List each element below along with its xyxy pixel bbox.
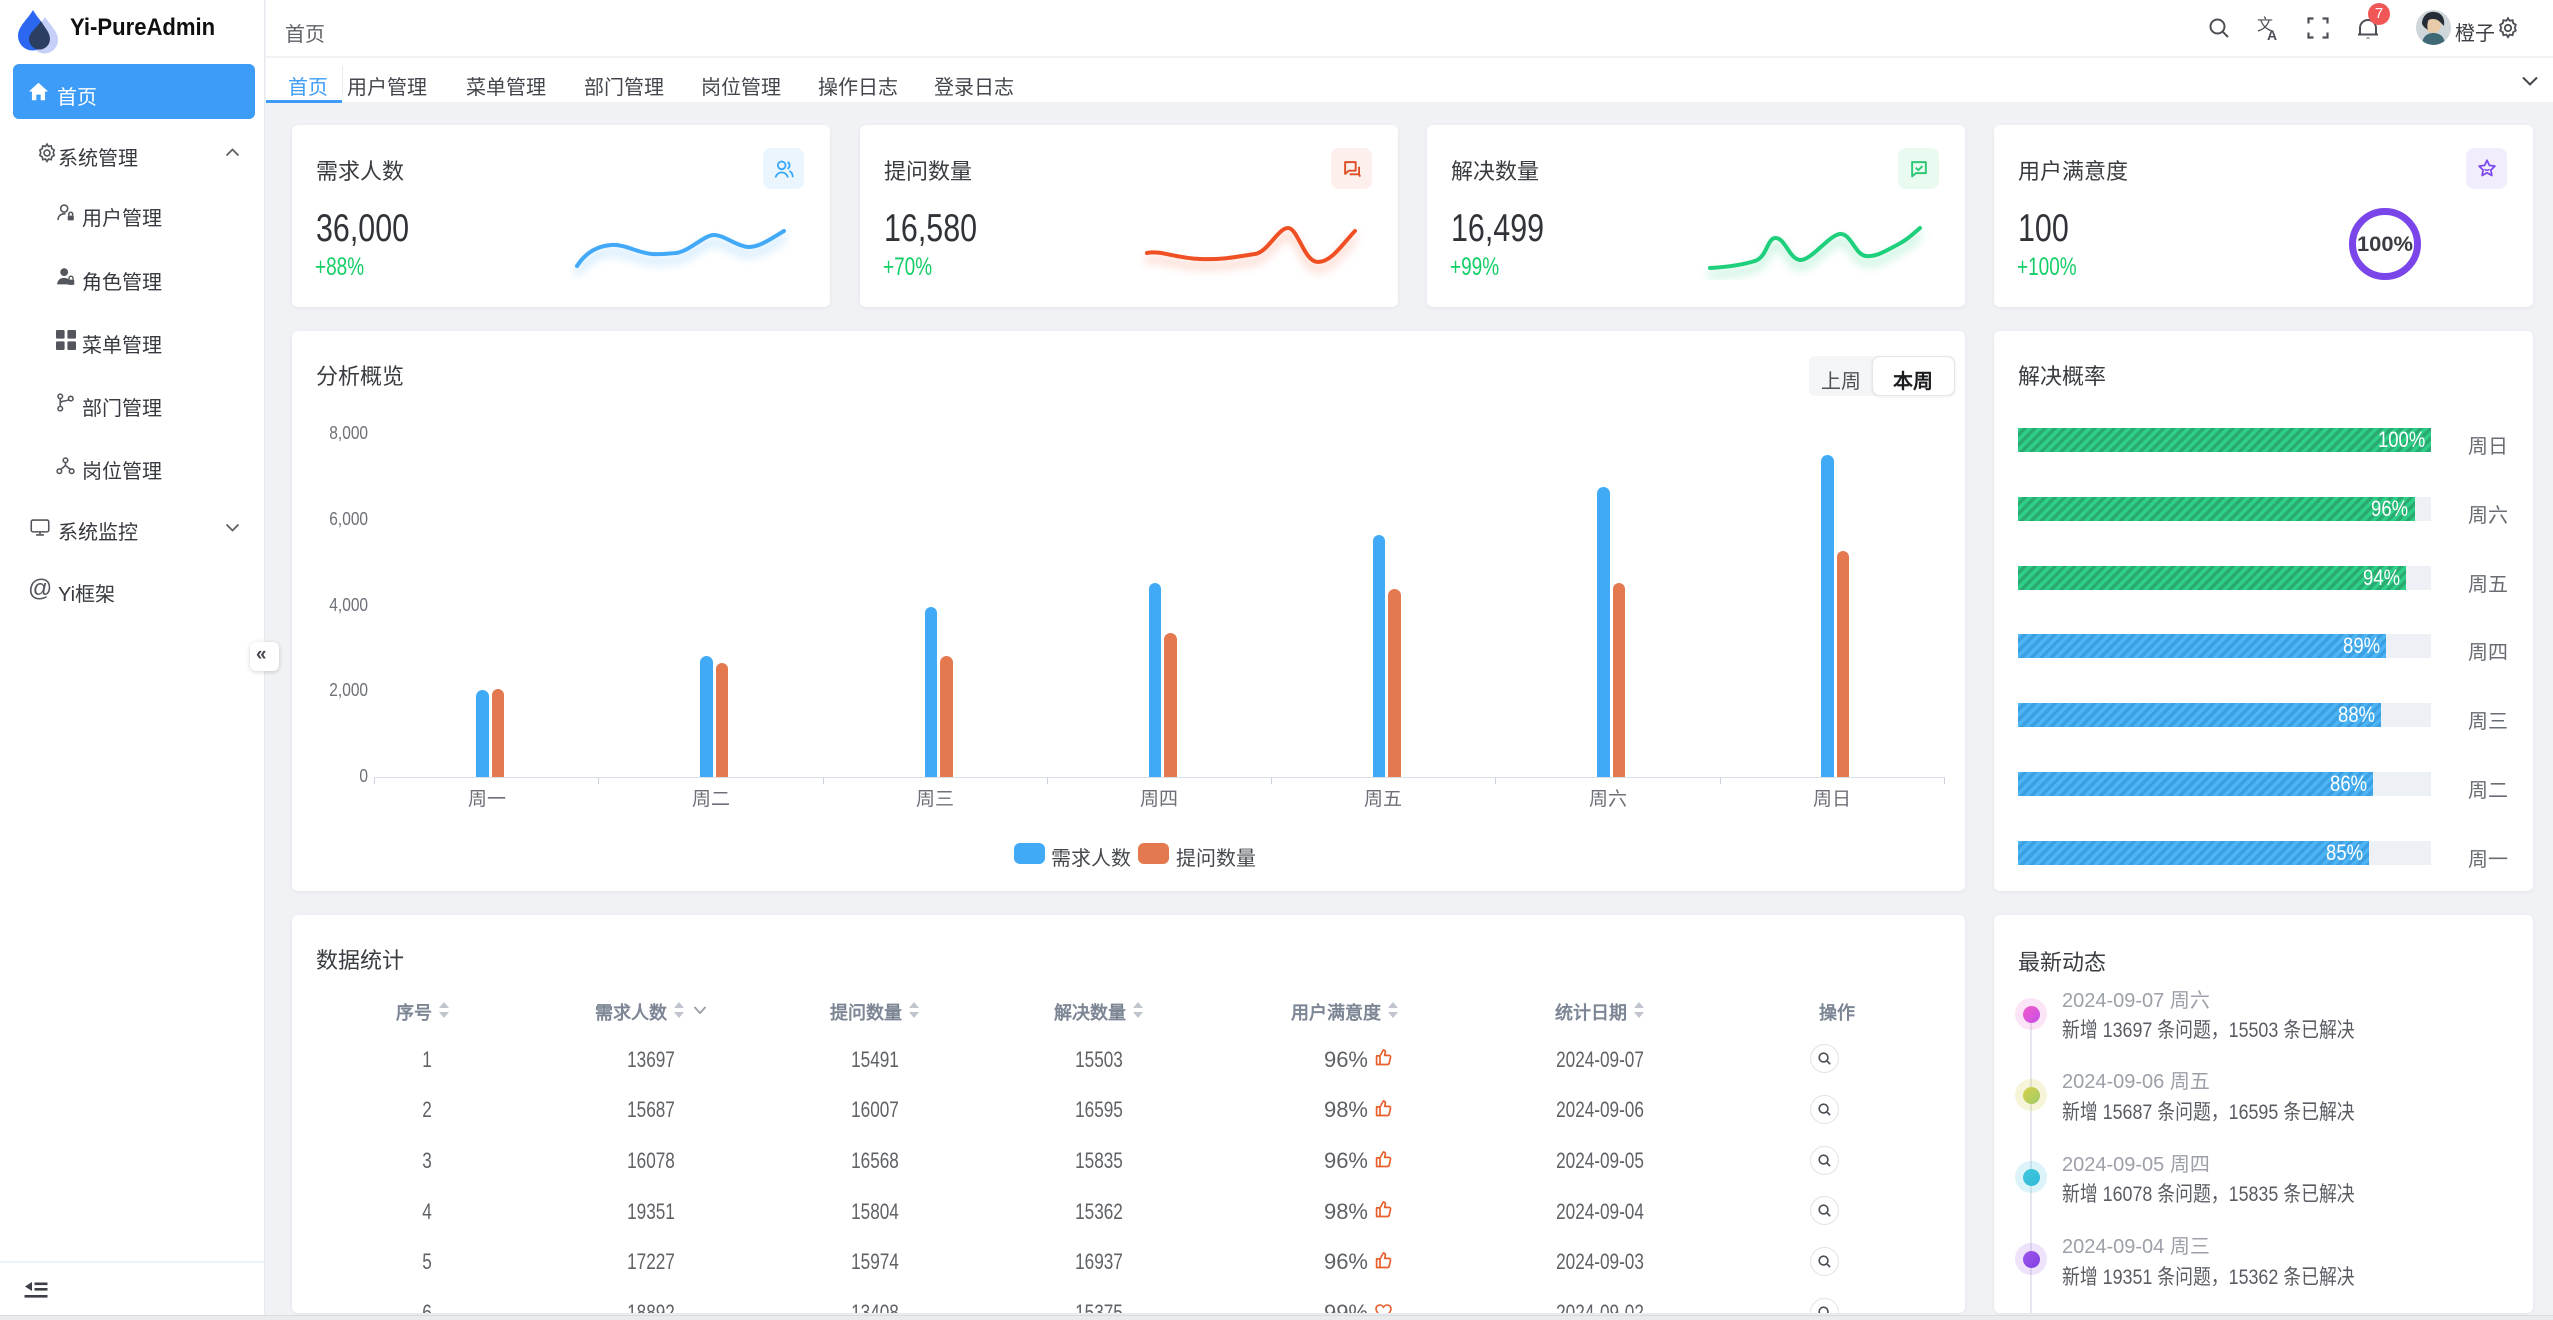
svg-text:100%: 100% bbox=[2357, 233, 2413, 256]
svg-text:文: 文 bbox=[2257, 16, 2273, 34]
svg-text:A: A bbox=[2267, 27, 2277, 41]
